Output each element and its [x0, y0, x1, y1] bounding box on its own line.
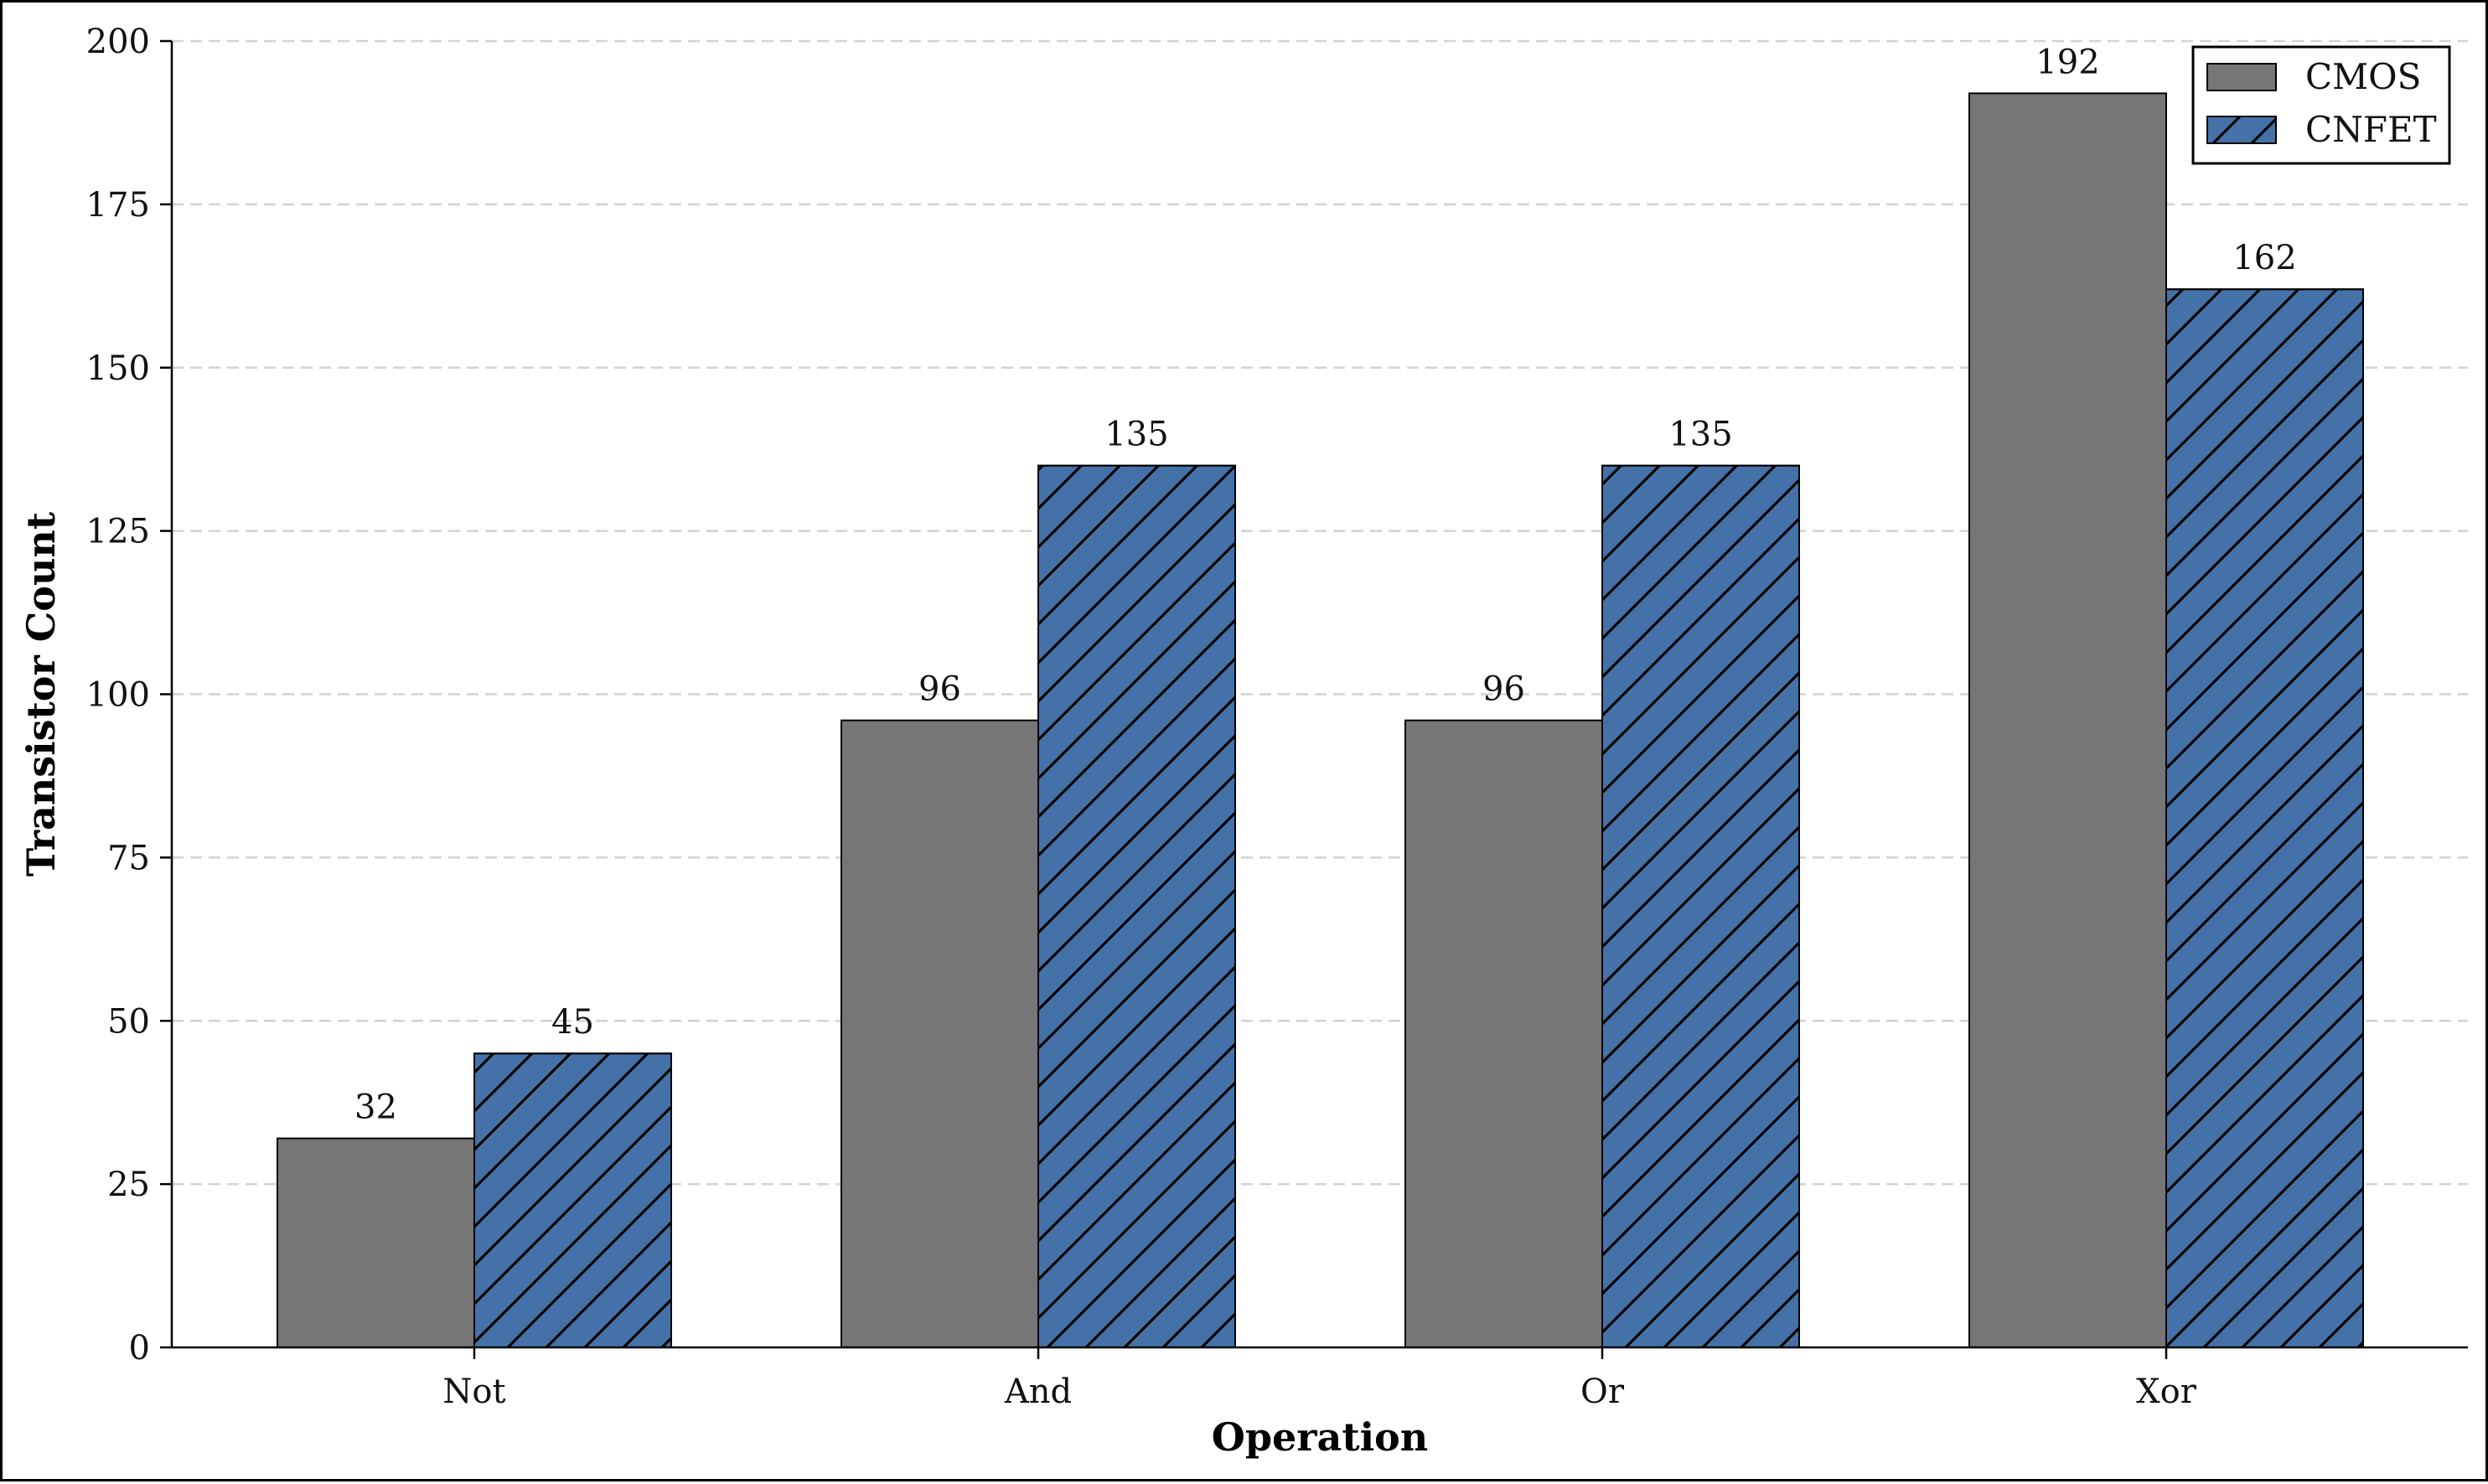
- bar-hatch-and: [1037, 464, 1236, 1348]
- bar-value-label: 192: [2035, 43, 2099, 81]
- bar-value-label: 32: [354, 1088, 397, 1127]
- bar-cmos-not: [277, 1137, 475, 1349]
- bars: [277, 92, 2364, 1349]
- axes: 0 25 50 75 100 125 150 175 200 Not And Or Xor: [86, 23, 2468, 1411]
- bar-value-label: 96: [1482, 670, 1525, 709]
- y-tick-label: 150: [86, 349, 150, 388]
- y-tick-label: 25: [107, 1166, 150, 1204]
- y-tick-label: 75: [107, 839, 150, 877]
- legend: CMOS CNFET: [2191, 45, 2451, 165]
- bar-cmos-and: [841, 719, 1039, 1348]
- grid-lines: [172, 39, 2468, 1186]
- bar-value-label: 45: [551, 1003, 594, 1042]
- y-tick-label: 125: [86, 513, 150, 551]
- legend-label-cmos: CMOS: [2305, 56, 2421, 97]
- bar-cmos-xor: [1968, 92, 2167, 1349]
- y-tick-label: 100: [86, 676, 150, 715]
- legend-label-cnfet: CNFET: [2305, 109, 2437, 150]
- y-tick-label: 50: [107, 1002, 150, 1041]
- bar-value-label: 162: [2232, 239, 2296, 277]
- bar-hatch-not: [473, 1052, 672, 1348]
- x-tick-label: Not: [442, 1373, 505, 1411]
- x-tick-label: And: [1004, 1373, 1072, 1411]
- x-axis-title: Operation: [1212, 1414, 1428, 1460]
- legend-swatch-cmos: [2206, 63, 2277, 91]
- bar-hatch-or: [1601, 464, 1800, 1348]
- x-tick-label: Or: [1580, 1373, 1625, 1411]
- y-tick-label: 200: [86, 23, 150, 61]
- legend-swatch-hatch: [2206, 116, 2277, 144]
- bar-value-label: 135: [1104, 416, 1168, 454]
- y-axis-title: Transistor Count: [18, 511, 64, 876]
- value-labels: 32 45 96 135 96 135 192 162: [354, 43, 2297, 1126]
- y-tick-label: 0: [129, 1329, 150, 1368]
- bar-hatch-xor: [2165, 288, 2364, 1349]
- bar-cmos-or: [1404, 719, 1603, 1348]
- x-tick-label: Xor: [2136, 1373, 2197, 1411]
- bar-chart: 0 25 50 75 100 125 150 175 200 Not And Or Xor 32 45 96…: [18, 23, 2468, 1460]
- bar-value-label: 135: [1668, 416, 1732, 454]
- y-tick-label: 175: [86, 186, 150, 225]
- bar-value-label: 96: [918, 670, 961, 709]
